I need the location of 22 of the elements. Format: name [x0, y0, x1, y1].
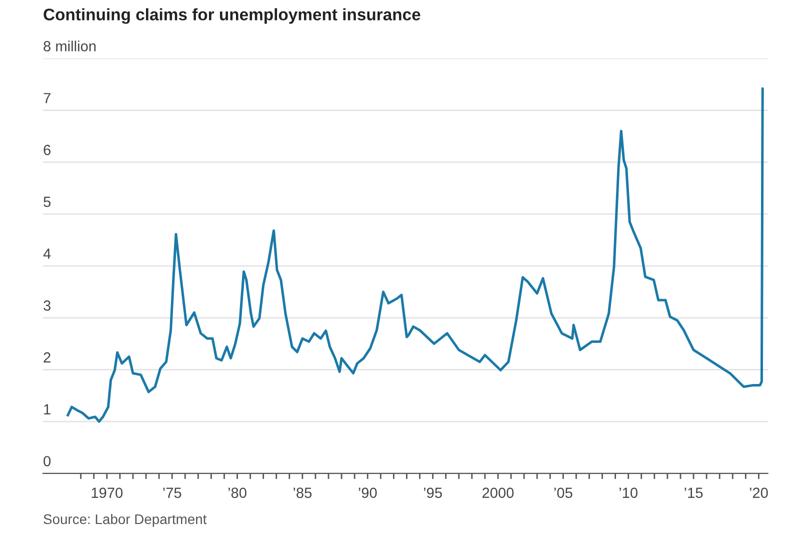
- x-tick-label: ’95: [424, 488, 442, 498]
- source-note: Source: Labor Department: [44, 514, 207, 527]
- y-tick-label: 7: [44, 93, 50, 104]
- x-tick-label: ’20: [750, 488, 768, 498]
- y-tick-label: 8 million: [44, 40, 96, 52]
- y-tick-label: 5: [44, 196, 51, 207]
- y-tick-label: 2: [44, 352, 50, 362]
- x-tick-label: ’80: [228, 488, 246, 498]
- x-tick-label: ’85: [294, 488, 312, 498]
- x-tick-label: ’05: [554, 488, 572, 498]
- x-tick-label: 2000: [482, 488, 514, 498]
- y-tick-label: 6: [44, 144, 50, 156]
- y-tick-label: 3: [44, 300, 50, 311]
- x-tick-label: ’15: [684, 488, 703, 498]
- x-tick-label: 1970: [92, 488, 123, 498]
- x-tick-label: ’10: [620, 488, 638, 498]
- chart-title: Continuing claims for unemployment insurance: [44, 8, 420, 24]
- y-tick-label: 0: [44, 456, 51, 466]
- y-tick-label: 4: [43, 248, 51, 259]
- x-tick-label: ’90: [358, 488, 377, 498]
- x-tick-label: ’75: [163, 488, 182, 498]
- y-tick-label: 1: [44, 404, 50, 414]
